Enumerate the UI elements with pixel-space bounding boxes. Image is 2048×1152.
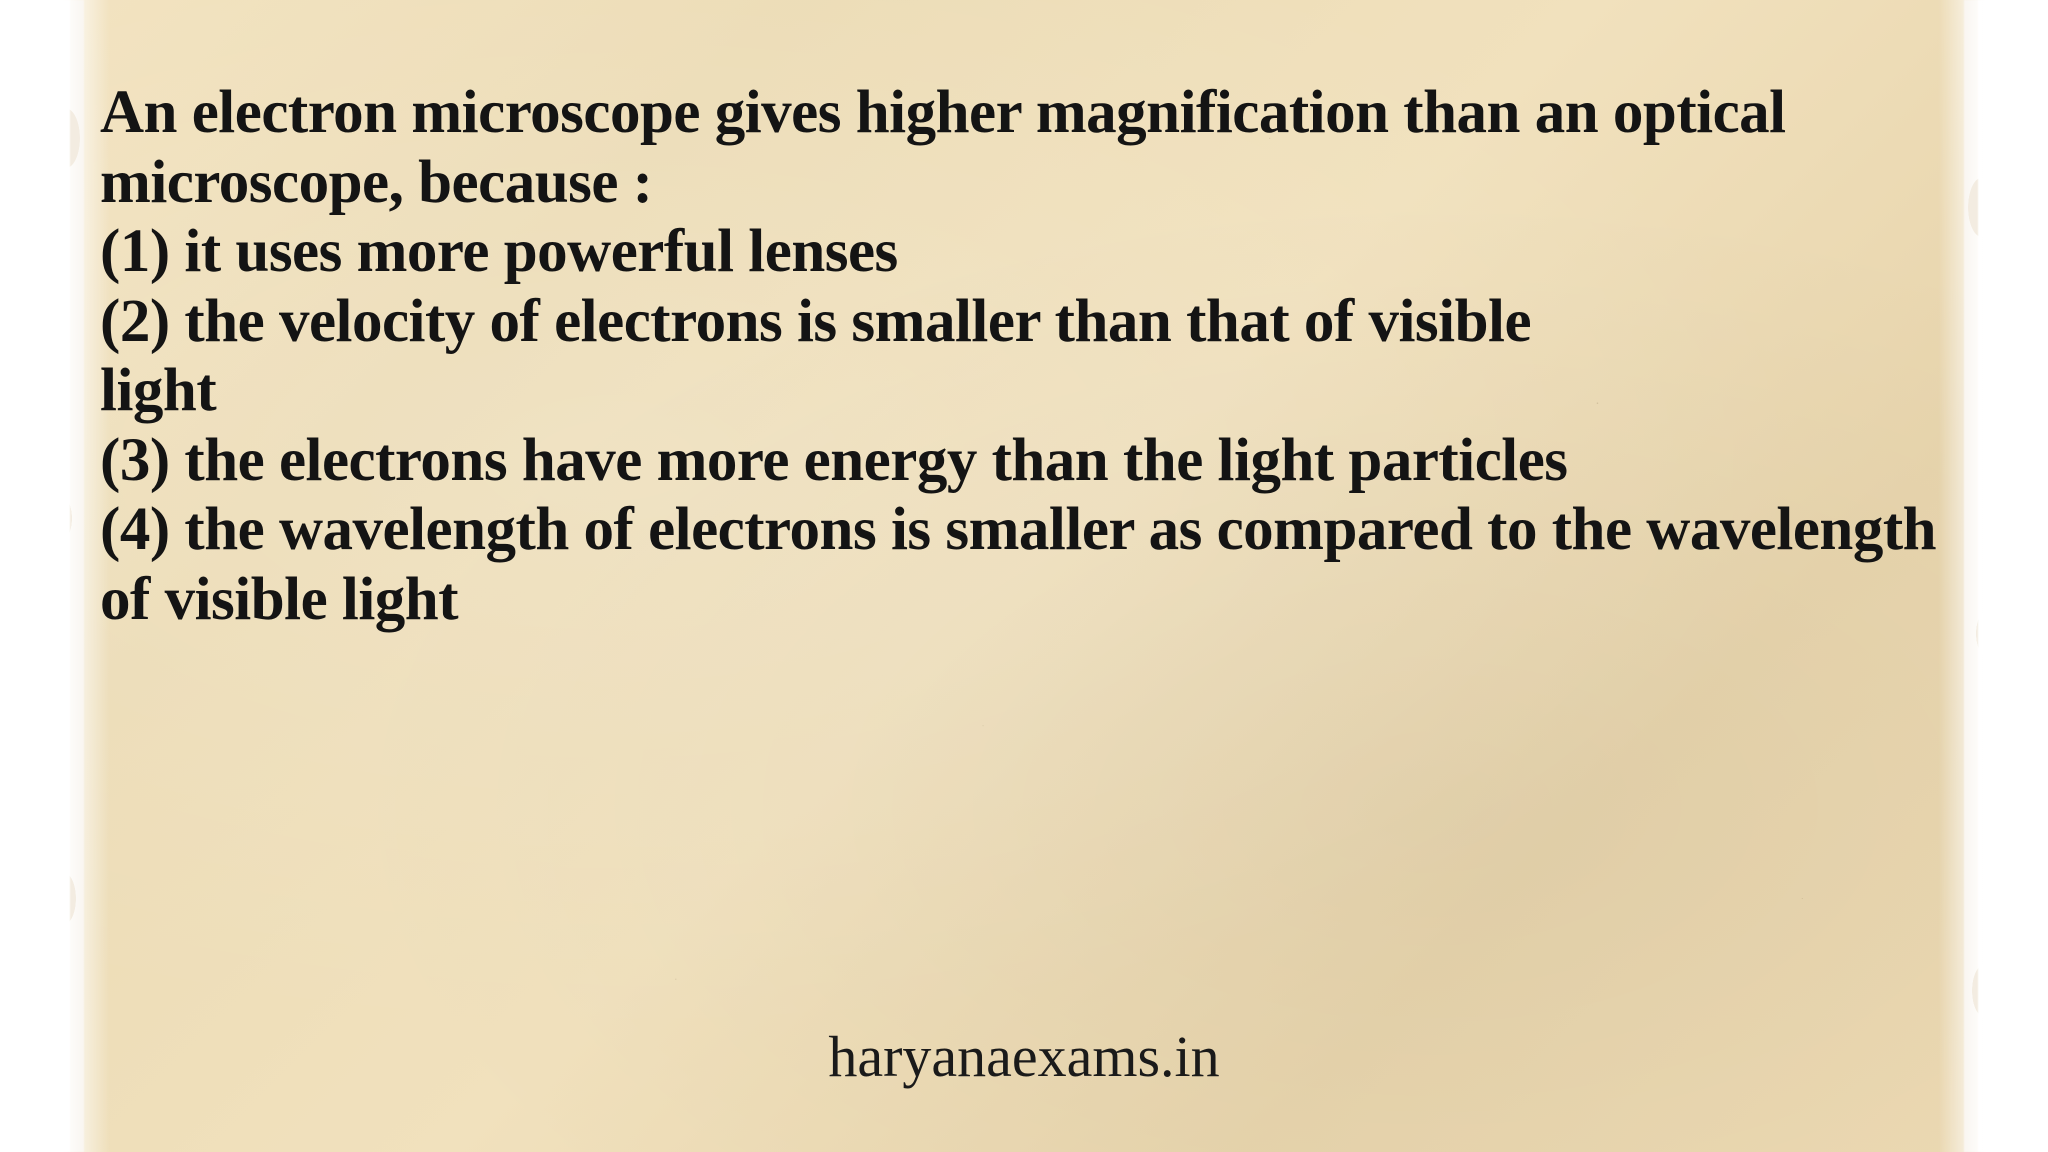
question-option-1: (1) it uses more powerful lenses	[100, 217, 1948, 287]
question-block: An electron microscope gives higher magn…	[100, 78, 1948, 634]
question-stem: An electron microscope gives higher magn…	[100, 78, 1948, 217]
question-option-2-line2: light	[100, 356, 1948, 426]
question-option-3: (3) the electrons have more energy than …	[100, 426, 1948, 496]
footer-site-credit: haryanaexams.in	[0, 1023, 2048, 1090]
question-option-2-line1: (2) the velocity of electrons is smaller…	[100, 287, 1948, 357]
question-option-4: (4) the wavelength of electrons is small…	[100, 495, 1948, 634]
